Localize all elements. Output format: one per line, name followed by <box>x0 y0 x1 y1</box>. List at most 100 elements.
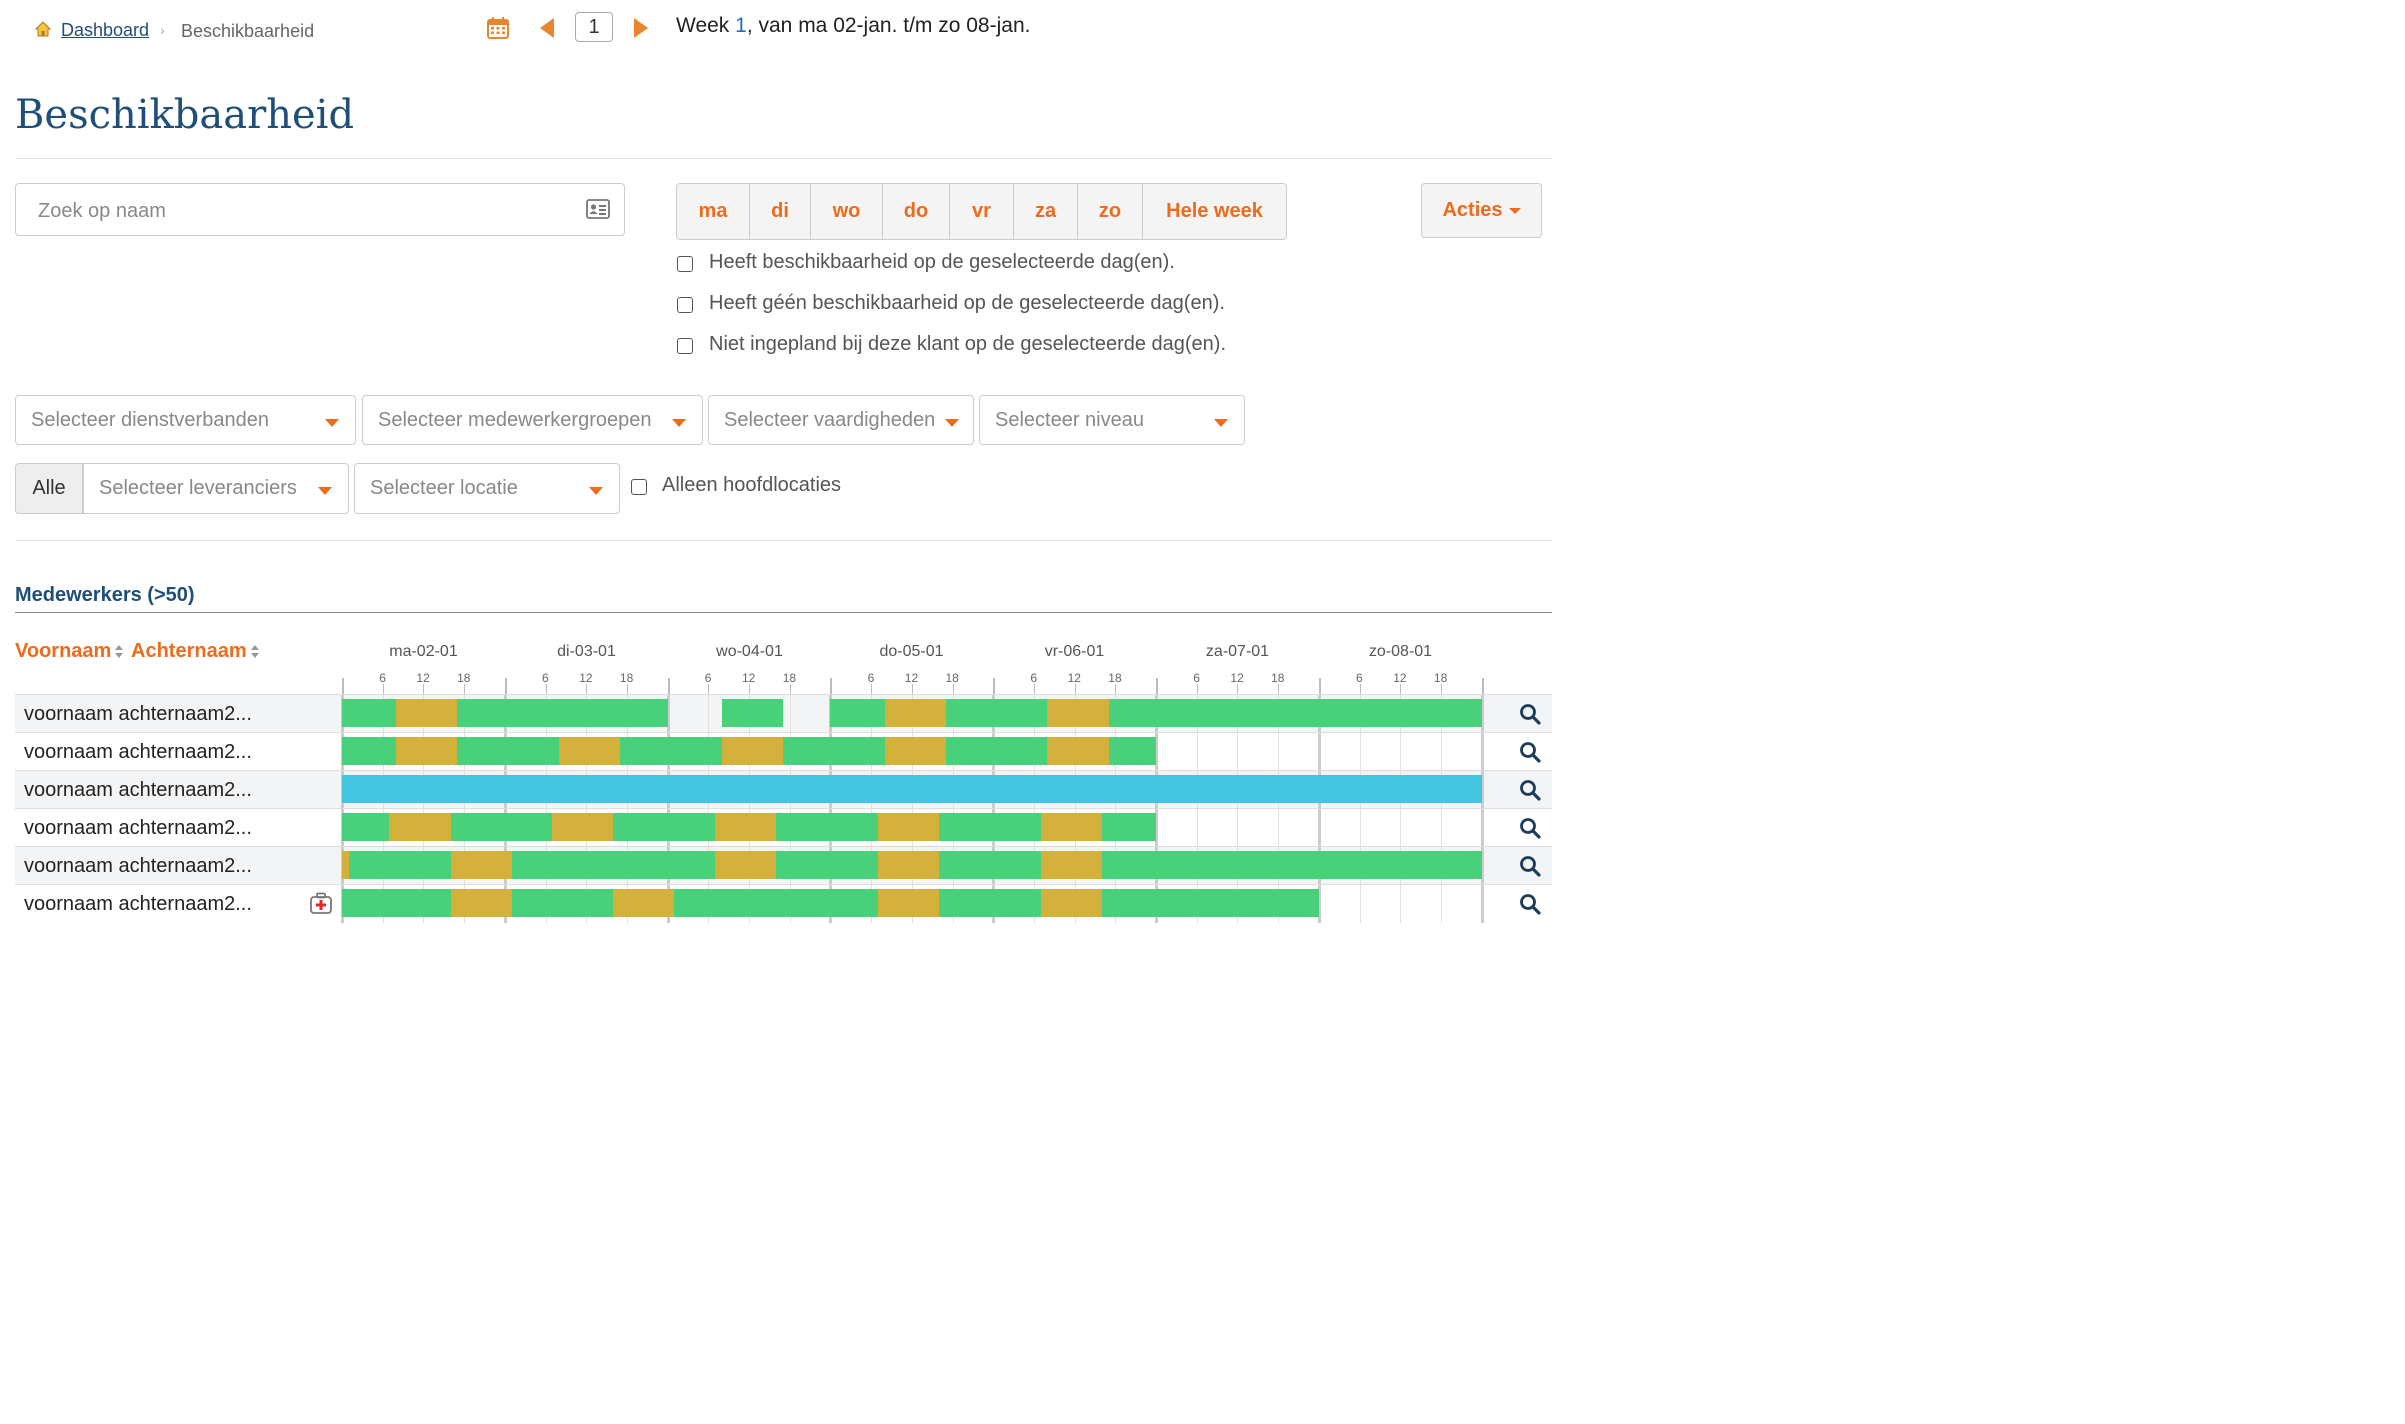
select-dienstverbanden[interactable]: Selecteer dienstverbanden <box>15 395 356 445</box>
availability-segment-available[interactable] <box>342 737 397 765</box>
next-week-button[interactable] <box>634 18 648 38</box>
availability-segment-partial[interactable] <box>342 851 349 879</box>
availability-segment-available[interactable] <box>945 737 1048 765</box>
select-niveau[interactable]: Selecteer niveau <box>979 395 1245 445</box>
hour-tick-label: 12 <box>1067 671 1081 685</box>
availability-segment-available[interactable] <box>938 813 1041 841</box>
availability-segment-available[interactable] <box>1101 889 1319 917</box>
availability-segment-partial[interactable] <box>1047 699 1109 727</box>
day-button-vr[interactable]: vr <box>950 184 1014 239</box>
availability-segment-partial[interactable] <box>389 813 451 841</box>
previous-week-button[interactable] <box>540 18 554 38</box>
select-vaardigheden[interactable]: Selecteer vaardigheden <box>708 395 974 445</box>
availability-segment-partial[interactable] <box>1040 889 1102 917</box>
availability-segment-available[interactable] <box>776 813 878 841</box>
availability-segment-partial[interactable] <box>877 889 939 917</box>
availability-segment-partial[interactable] <box>396 737 458 765</box>
day-button-zo[interactable]: zo <box>1078 184 1143 239</box>
availability-segment-partial[interactable] <box>877 851 939 879</box>
day-button-do[interactable]: do <box>883 184 950 239</box>
breadcrumb-dashboard-link[interactable]: Dashboard <box>61 20 150 40</box>
employee-name[interactable]: voornaam achternaam2... <box>24 855 252 877</box>
day-button-hele-week[interactable]: Hele week <box>1143 184 1286 239</box>
availability-segment-available[interactable] <box>511 851 716 879</box>
select-locatie[interactable]: Selecteer locatie <box>354 463 620 514</box>
availability-segment-available[interactable] <box>1108 699 1482 727</box>
availability-segment-partial[interactable] <box>715 851 777 879</box>
sort-voornaam[interactable]: Voornaam <box>15 640 124 663</box>
availability-segment-available[interactable] <box>674 889 878 917</box>
availability-segment-available[interactable] <box>945 699 1048 727</box>
availability-segment-partial[interactable] <box>1040 851 1102 879</box>
hour-tick-mark <box>1196 684 1198 694</box>
availability-segment-partial[interactable] <box>884 699 946 727</box>
availability-segment-available[interactable] <box>1101 851 1482 879</box>
availability-segment-partial[interactable] <box>1047 737 1109 765</box>
availability-segment-available[interactable] <box>457 737 560 765</box>
availability-segment-available[interactable] <box>348 851 451 879</box>
search-icon[interactable] <box>1519 779 1541 801</box>
search-input[interactable] <box>36 196 580 226</box>
availability-segment-available[interactable] <box>342 813 390 841</box>
search-icon[interactable] <box>1519 855 1541 877</box>
availability-segment-partial[interactable] <box>884 737 946 765</box>
availability-segment-partial[interactable] <box>559 737 621 765</box>
availability-segment-available[interactable] <box>938 851 1041 879</box>
employee-name[interactable]: voornaam achternaam2... <box>24 893 252 915</box>
sort-achternaam[interactable]: Achternaam <box>131 640 259 663</box>
select-medewerkergroepen[interactable]: Selecteer medewerkergroepen <box>362 395 703 445</box>
availability-segment-available[interactable] <box>721 699 783 727</box>
search-icon[interactable] <box>1519 893 1541 915</box>
employee-name[interactable]: voornaam achternaam2... <box>24 741 252 763</box>
availability-segment-partial[interactable] <box>450 889 512 917</box>
day-button-ma[interactable]: ma <box>677 184 750 239</box>
availability-segment-available[interactable] <box>613 813 716 841</box>
day-button-di[interactable]: di <box>750 184 811 239</box>
availability-segment-available[interactable] <box>776 851 878 879</box>
employee-name[interactable]: voornaam achternaam2... <box>24 703 252 725</box>
availability-segment-available[interactable] <box>830 699 885 727</box>
availability-segment-partial[interactable] <box>613 889 675 917</box>
search-icon[interactable] <box>1519 817 1541 839</box>
select-leveranciers[interactable]: Selecteer leveranciers <box>83 463 349 514</box>
search-icon[interactable] <box>1519 703 1541 725</box>
availability-segment-partial[interactable] <box>1040 813 1102 841</box>
availability-segment-available[interactable] <box>450 813 553 841</box>
hour-tick-mark <box>749 684 750 694</box>
search-icon[interactable] <box>1519 741 1541 763</box>
checkbox-alleen-hoofdlocaties[interactable] <box>631 479 647 495</box>
availability-segment-partial[interactable] <box>396 699 458 727</box>
checkbox-niet-ingepland[interactable] <box>677 338 693 354</box>
availability-segment-available[interactable] <box>511 889 614 917</box>
availability-segment-available[interactable] <box>457 699 668 727</box>
employee-name[interactable]: voornaam achternaam2... <box>24 779 252 801</box>
availability-segment-available[interactable] <box>1101 813 1156 841</box>
availability-segment-partial[interactable] <box>450 851 512 879</box>
page-title: Beschikbaarheid <box>15 92 355 138</box>
availability-segment-available[interactable] <box>342 889 451 917</box>
medical-kit-icon[interactable] <box>309 891 333 915</box>
home-icon[interactable] <box>34 20 52 38</box>
availability-segment-partial[interactable] <box>877 813 939 841</box>
availability-segment-available[interactable] <box>342 699 397 727</box>
availability-segment-partial[interactable] <box>721 737 783 765</box>
hour-tick-mark <box>1278 684 1280 694</box>
alle-button[interactable]: Alle <box>15 463 83 514</box>
day-button-wo[interactable]: wo <box>811 184 883 239</box>
calendar-icon[interactable] <box>486 16 510 40</box>
search-box <box>15 183 625 236</box>
checkbox-geen-beschikbaarheid[interactable] <box>677 297 693 313</box>
availability-segment-partial[interactable] <box>552 813 614 841</box>
availability-segment-available[interactable] <box>1108 737 1156 765</box>
availability-segment-available[interactable] <box>938 889 1041 917</box>
hour-tick-mark <box>1440 684 1442 694</box>
day-button-za[interactable]: za <box>1014 184 1078 239</box>
acties-button[interactable]: Acties <box>1421 183 1542 238</box>
employee-name[interactable]: voornaam achternaam2... <box>24 817 252 839</box>
availability-segment-available[interactable] <box>782 737 885 765</box>
checkbox-heeft-beschikbaarheid[interactable] <box>677 256 693 272</box>
week-number-input[interactable] <box>575 12 613 42</box>
availability-segment-available[interactable] <box>620 737 722 765</box>
availability-segment-partial[interactable] <box>715 813 777 841</box>
availability-segment-full[interactable] <box>342 775 1482 803</box>
